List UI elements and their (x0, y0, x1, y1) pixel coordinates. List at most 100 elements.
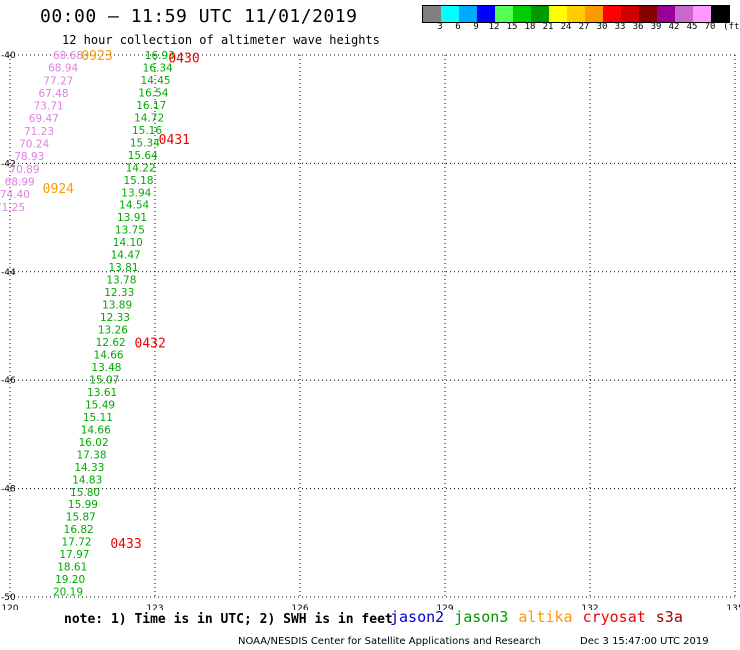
wave-height-value: 15.11 (83, 412, 113, 424)
wave-height-value: 71.25 (0, 202, 25, 214)
legend-swatch (693, 6, 711, 22)
legend-label: 24 (560, 22, 572, 32)
legend-swatch (639, 6, 657, 22)
wave-height-value: 71.23 (24, 126, 54, 138)
wave-height-value: 68.94 (48, 63, 78, 75)
wave-height-value: 13.75 (115, 225, 145, 237)
legend-label: 21 (542, 22, 554, 32)
wave-height-value: 13.89 (102, 300, 132, 312)
generated-timestamp: Dec 3 15:47:00 UTC 2019 (580, 636, 709, 647)
legend-label: 33 (614, 22, 626, 32)
legend-label: 3 (437, 22, 443, 32)
wave-height-value: 12.33 (104, 287, 134, 299)
legend-label: 18 (524, 22, 536, 32)
legend-swatch (513, 6, 531, 22)
legend-swatch (441, 6, 459, 22)
color-legend-bar (422, 5, 730, 23)
lon-tick-label: 132 (581, 604, 598, 610)
wave-height-value: 14.10 (113, 237, 143, 249)
legend-label: 36 (632, 22, 644, 32)
wave-height-value: 13.91 (117, 212, 147, 224)
wave-height-value: 67.48 (38, 88, 68, 100)
legend-label: 15 (506, 22, 518, 32)
legend-swatch (531, 6, 549, 22)
lat-tick-label: -48 (1, 485, 16, 495)
wave-height-value: 14.47 (111, 250, 141, 262)
wave-height-value: 17.72 (62, 537, 92, 549)
legend-swatch (585, 6, 603, 22)
wave-height-value: 17.38 (76, 449, 106, 461)
wave-height-value: 17.97 (59, 549, 89, 561)
wave-height-value: 15.07 (89, 374, 119, 386)
lat-tick-label: -42 (1, 159, 16, 169)
wave-height-value: 15.16 (132, 125, 162, 137)
satellite-label-jason2: jason2 (390, 608, 445, 626)
wave-height-value: 15.80 (70, 487, 100, 499)
legend-label: 27 (578, 22, 590, 32)
wave-height-value: 69.47 (29, 113, 59, 125)
wave-height-value: 19.20 (55, 574, 85, 586)
wave-height-value: 15.64 (128, 150, 158, 162)
wave-height-value: 16.34 (143, 62, 173, 74)
wave-height-value: 14.66 (94, 349, 124, 361)
satellite-legend: jason2 jason3 altika cryosat s3a (390, 608, 693, 626)
satellite-label-jason3: jason3 (454, 608, 509, 626)
legend-swatch (567, 6, 585, 22)
units-note: note: 1) Time is in UTC; 2) SWH is in fe… (64, 612, 393, 627)
wave-height-value: 16.17 (136, 100, 166, 112)
legend-swatch (459, 6, 477, 22)
wave-height-value: 13.48 (91, 362, 121, 374)
legend-swatch (621, 6, 639, 22)
lat-tick-label: -44 (1, 268, 16, 278)
wave-height-value: 15.34 (130, 137, 160, 149)
legend-label: 6 (455, 22, 461, 32)
chart-title: 00:00 – 11:59 UTC 11/01/2019 (40, 6, 358, 27)
wave-height-value: 16.02 (79, 437, 109, 449)
wave-height-value: 13.94 (121, 187, 151, 199)
wave-height-value: 15.99 (68, 499, 98, 511)
lon-tick-label: 123 (146, 604, 163, 610)
wave-height-map: 120 123 126 129 132 135 -40 -42 -44 -46 -48 -50 68.6… (0, 49, 740, 610)
wave-height-value: 14.45 (141, 75, 171, 87)
pass-time-label: 0431 (159, 133, 190, 148)
pass-time-label: 0433 (110, 537, 141, 552)
wave-height-value: 12.62 (96, 337, 126, 349)
pass-time-label: 0924 (43, 182, 74, 197)
legend-swatch (477, 6, 495, 22)
legend-label: 70 (704, 22, 716, 32)
wave-height-value: 13.26 (98, 325, 128, 337)
wave-height-value: 74.40 (0, 189, 30, 201)
legend-swatch (603, 6, 621, 22)
wave-height-value: 70.89 (9, 164, 39, 176)
wave-height-value: 15.18 (123, 175, 153, 187)
wave-height-value: 78.93 (14, 151, 44, 163)
legend-swatch (675, 6, 693, 22)
legend-swatch (423, 6, 441, 22)
lon-tick-label: 120 (1, 604, 18, 610)
satellite-label-s3a: s3a (655, 608, 683, 626)
lat-tick-label: -46 (1, 376, 16, 386)
chart-subtitle: 12 hour collection of altimeter wave hei… (62, 33, 380, 47)
wave-height-value: 68.99 (5, 176, 35, 188)
wave-height-value: 13.78 (106, 275, 136, 287)
legend-swatch (495, 6, 513, 22)
pass-time-label: 0430 (168, 52, 199, 67)
wave-height-value: 14.72 (134, 112, 164, 124)
legend-label: 42 (668, 22, 680, 32)
wave-height-value: 13.61 (87, 387, 117, 399)
wave-height-value: 14.33 (74, 462, 104, 474)
wave-height-value: 12.33 (100, 312, 130, 324)
legend-swatch (657, 6, 675, 22)
satellite-label-altika: altika (518, 608, 573, 626)
wave-height-value: 16.93 (145, 50, 175, 62)
legend-label: 45 (686, 22, 698, 32)
wave-height-value: 20.19 (53, 587, 83, 599)
wave-height-value: 16.54 (138, 87, 168, 99)
legend-label: 12 (488, 22, 500, 32)
credit-line: NOAA/NESDIS Center for Satellite Applica… (238, 636, 541, 647)
wave-height-value: 73.71 (34, 101, 64, 113)
pass-time-label: 0432 (135, 336, 166, 351)
wave-height-value: 14.66 (81, 424, 111, 436)
wave-height-value: 70.24 (19, 139, 49, 151)
